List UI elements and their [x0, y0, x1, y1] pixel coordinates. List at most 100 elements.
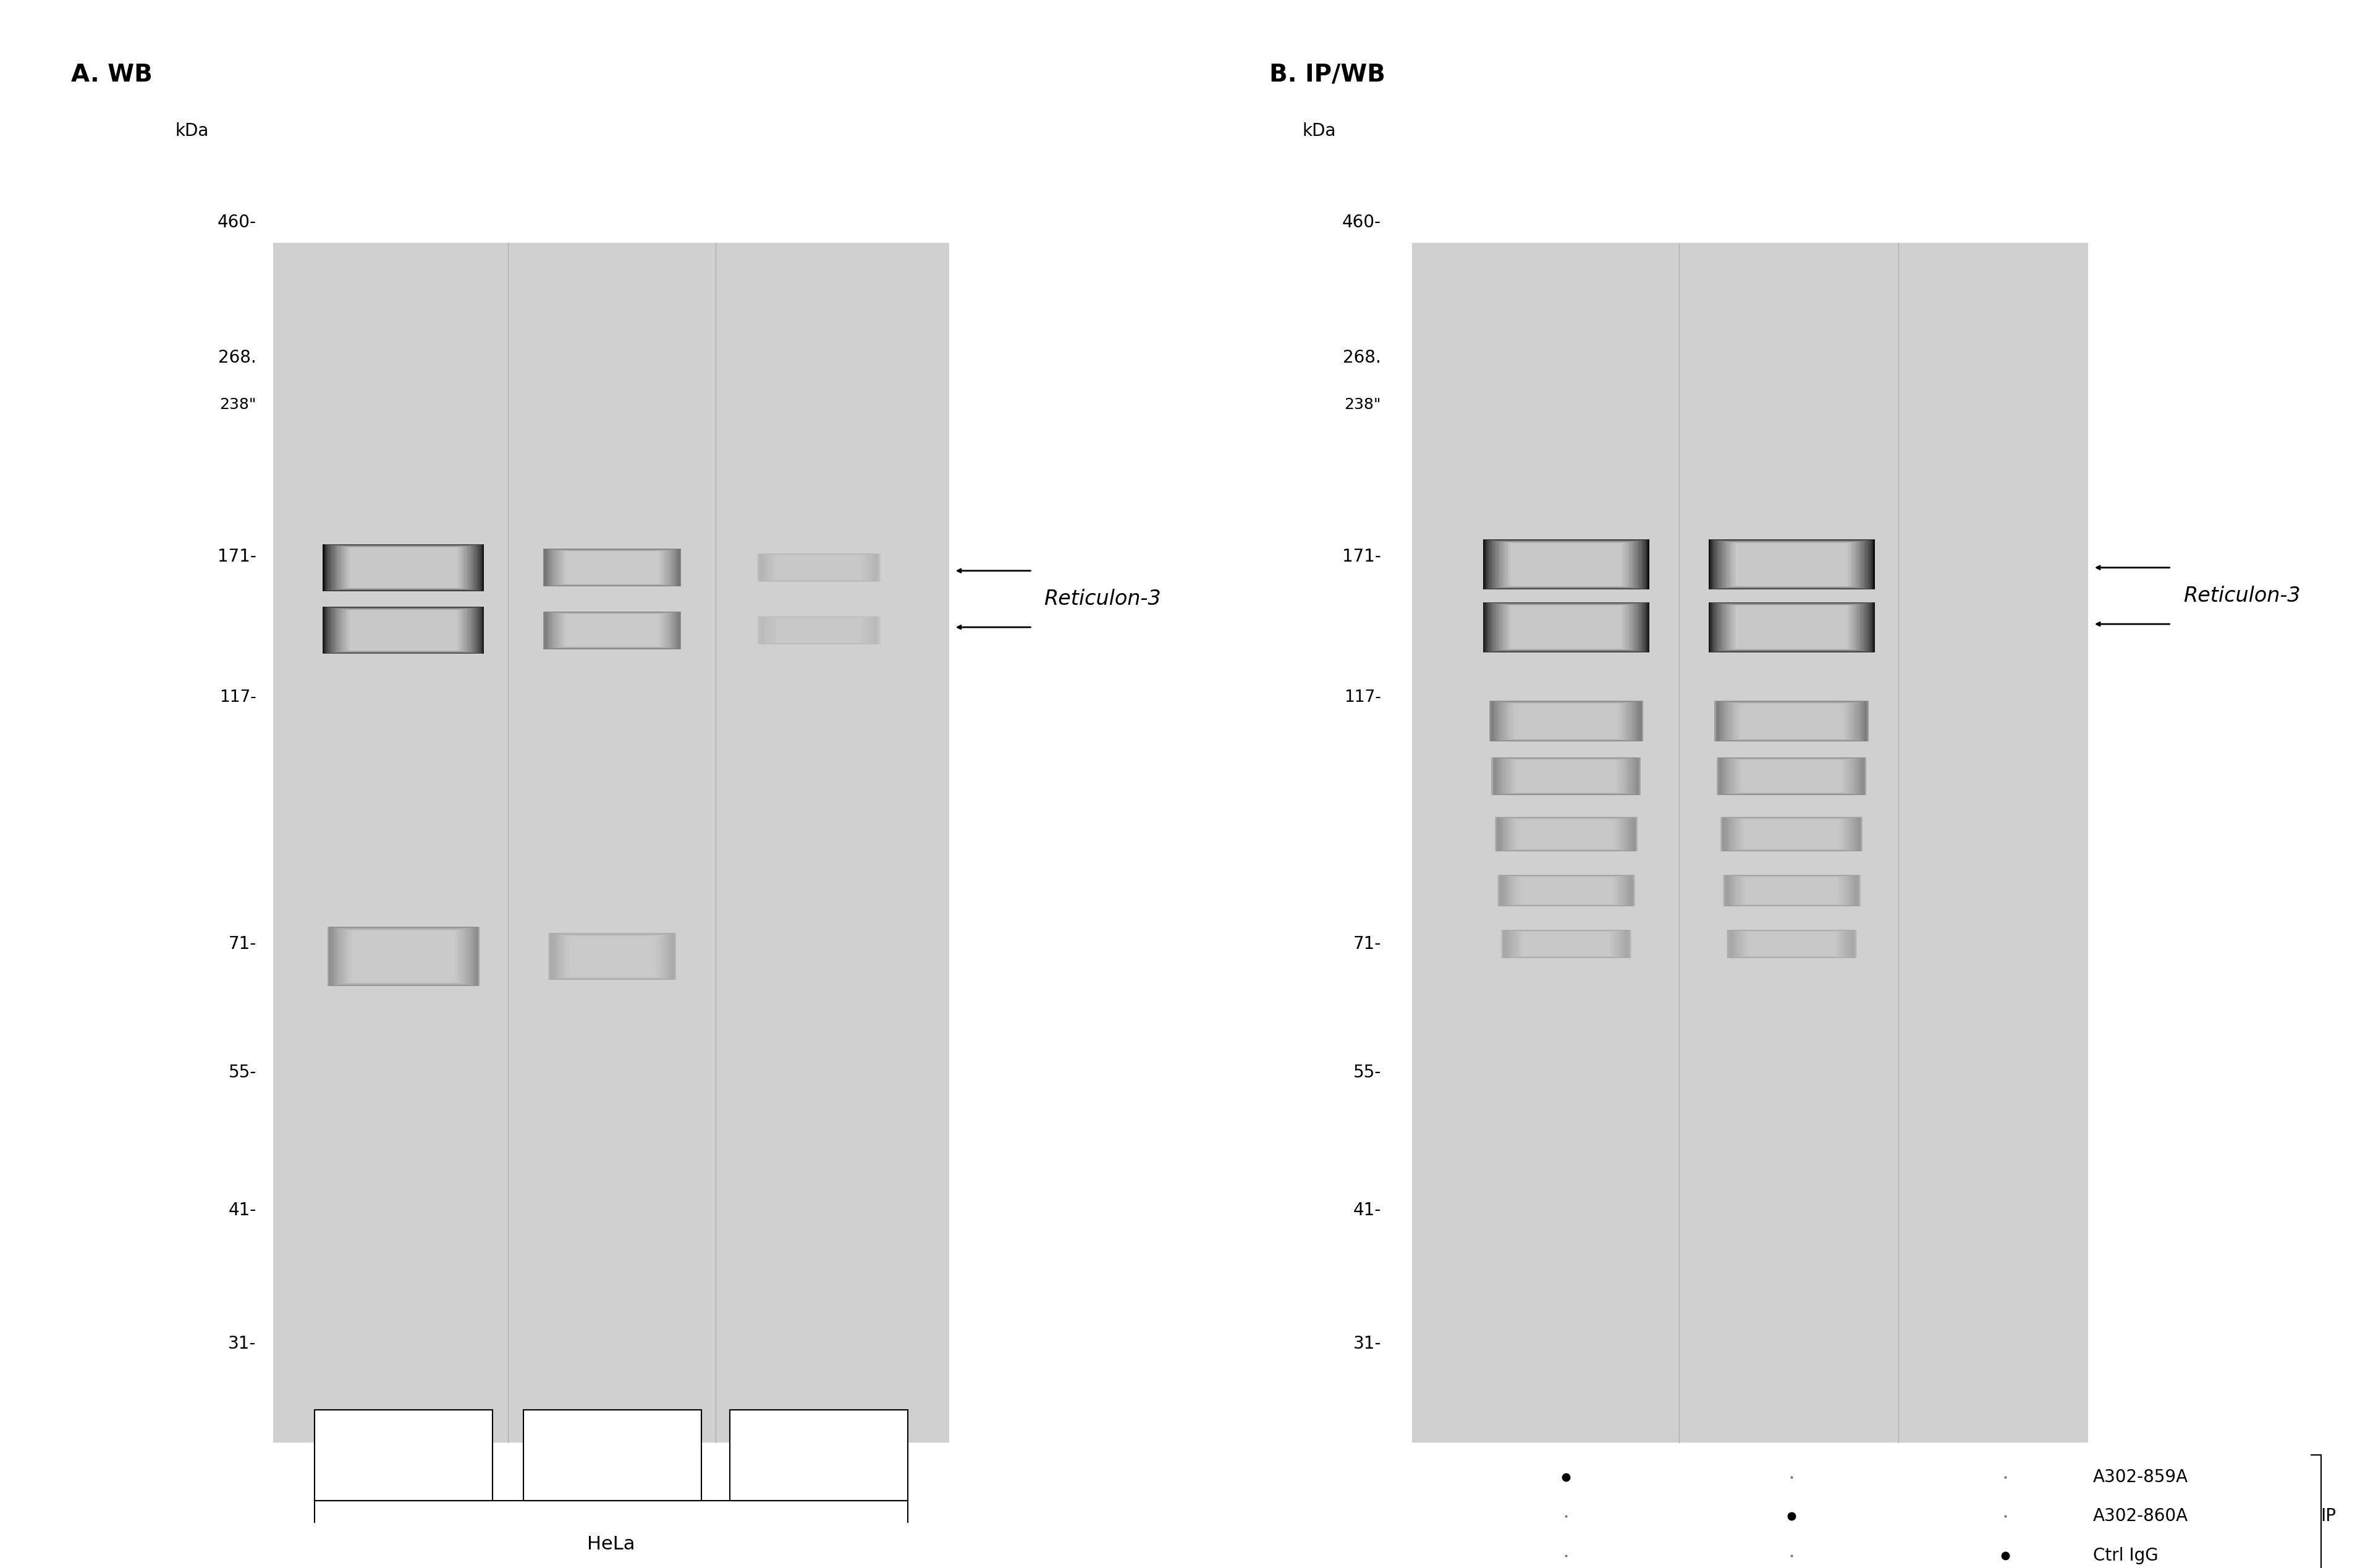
Bar — [349, 930, 458, 983]
Bar — [335, 608, 472, 652]
Bar — [762, 554, 876, 582]
Bar — [1507, 818, 1626, 850]
Bar — [1504, 605, 1628, 649]
Bar — [335, 608, 472, 652]
Bar — [1502, 817, 1630, 851]
Bar — [344, 547, 463, 588]
Bar — [332, 928, 475, 985]
Bar — [1521, 877, 1611, 903]
Bar — [771, 618, 866, 643]
Bar — [1725, 604, 1858, 651]
Bar — [346, 547, 460, 588]
Bar — [1742, 877, 1841, 905]
Bar — [1732, 818, 1851, 850]
Bar — [1507, 930, 1626, 958]
Bar — [1737, 704, 1846, 739]
Bar — [759, 616, 878, 644]
Bar — [1512, 704, 1621, 739]
Bar — [349, 930, 458, 983]
Bar — [776, 555, 861, 580]
Bar — [1718, 757, 1865, 795]
Bar — [1739, 931, 1844, 956]
Bar — [1737, 759, 1846, 793]
Bar — [325, 544, 482, 591]
Bar — [1718, 701, 1865, 742]
Bar — [1735, 930, 1849, 958]
Bar — [327, 607, 479, 654]
Bar — [757, 616, 880, 644]
Bar — [1742, 818, 1841, 850]
Bar — [1728, 930, 1856, 958]
Bar — [1742, 931, 1841, 956]
Bar — [1495, 541, 1637, 588]
Bar — [1507, 543, 1626, 586]
Bar — [1742, 931, 1841, 956]
Bar — [1744, 931, 1839, 956]
Bar — [1725, 604, 1858, 651]
Bar — [1735, 759, 1849, 793]
Bar — [562, 935, 662, 978]
Bar — [778, 618, 859, 643]
Bar — [1744, 877, 1839, 905]
Bar — [1516, 818, 1616, 850]
Bar — [1732, 759, 1851, 793]
Bar — [1504, 818, 1628, 850]
Bar — [1502, 543, 1630, 586]
Bar — [1725, 604, 1858, 651]
Bar — [1735, 759, 1849, 793]
Bar — [337, 928, 470, 985]
Bar — [1504, 702, 1628, 740]
Bar — [1709, 602, 1875, 652]
Bar — [1713, 602, 1870, 652]
Bar — [778, 618, 859, 643]
Bar — [565, 615, 660, 646]
Bar — [1735, 605, 1849, 649]
Bar — [1718, 604, 1865, 651]
Bar — [769, 555, 869, 580]
Bar — [327, 544, 479, 591]
Bar — [1735, 543, 1849, 586]
Bar — [548, 549, 676, 586]
Bar — [1728, 702, 1856, 740]
Bar — [1711, 539, 1872, 590]
Bar — [1485, 602, 1647, 652]
Bar — [1497, 604, 1635, 651]
Bar — [558, 550, 667, 585]
Bar — [759, 554, 878, 582]
Text: 41-: 41- — [228, 1201, 256, 1220]
Bar — [1504, 875, 1628, 906]
Bar — [1514, 704, 1618, 739]
Bar — [764, 554, 873, 582]
Bar — [1504, 818, 1628, 850]
Bar — [565, 552, 660, 583]
Bar — [1502, 875, 1630, 906]
Bar — [1514, 931, 1618, 956]
Bar — [1507, 759, 1626, 793]
Bar — [1516, 931, 1616, 956]
Bar — [1500, 759, 1633, 793]
Bar — [769, 618, 869, 643]
Bar — [558, 613, 667, 648]
Bar — [1737, 605, 1846, 649]
Bar — [342, 610, 465, 651]
Bar — [1725, 759, 1858, 793]
Bar — [1509, 759, 1623, 793]
Bar — [1730, 930, 1853, 958]
Bar — [1514, 818, 1618, 850]
Bar — [1737, 931, 1846, 956]
Bar — [1509, 818, 1623, 850]
Bar — [560, 613, 664, 648]
Bar — [1718, 541, 1865, 588]
Bar — [344, 610, 463, 651]
Bar — [771, 618, 866, 643]
Bar — [762, 616, 876, 644]
Bar — [1725, 759, 1858, 793]
Bar — [1735, 759, 1849, 793]
Bar — [1504, 543, 1628, 586]
Bar — [1730, 930, 1853, 958]
Text: B. IP/WB: B. IP/WB — [1270, 63, 1386, 86]
Bar — [769, 555, 869, 580]
Bar — [1507, 818, 1626, 850]
Bar — [1739, 931, 1844, 956]
Bar — [1507, 543, 1626, 586]
